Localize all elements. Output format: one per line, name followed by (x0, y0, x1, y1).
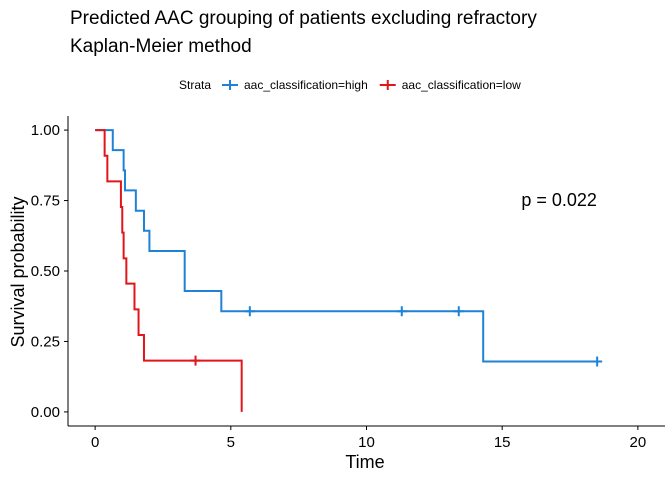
series-line-low (95, 129, 243, 412)
y-tick-label: 0.75 (31, 193, 60, 210)
censor-mark (396, 306, 407, 317)
x-tick-label: 5 (227, 434, 235, 451)
x-tick-label: 0 (91, 434, 99, 451)
x-tick-label: 10 (358, 434, 375, 451)
censor-mark (453, 306, 464, 317)
censor-mark (592, 356, 603, 367)
censor-mark (244, 306, 255, 317)
y-tick-label: 0.50 (31, 263, 60, 280)
chart-title: Predicted AAC grouping of patients exclu… (70, 8, 537, 29)
censor-mark (190, 355, 201, 366)
legend-label: aac_classification=high (244, 78, 368, 92)
p-value-annotation: p = 0.022 (521, 190, 597, 210)
x-axis-title: Time (345, 452, 384, 472)
y-tick-label: 0.25 (31, 333, 60, 350)
x-tick-label: 20 (630, 434, 647, 451)
y-tick-label: 1.00 (31, 122, 60, 139)
plot-series (95, 129, 603, 412)
legend-title: Strata (179, 78, 211, 92)
y-axis-title: Survival probability (8, 196, 28, 347)
chart-subtitle: Kaplan-Meier method (70, 36, 252, 57)
x-tick-label: 15 (494, 434, 511, 451)
legend-label: aac_classification=low (402, 78, 521, 92)
series-line-high (95, 129, 598, 363)
axes: 0.00 0.25 0.50 0.75 1.00 0 5 10 15 20 (31, 116, 665, 451)
legend: Strata aac_classification=high aac_classi… (179, 78, 521, 92)
y-tick-label: 0.00 (31, 404, 60, 421)
